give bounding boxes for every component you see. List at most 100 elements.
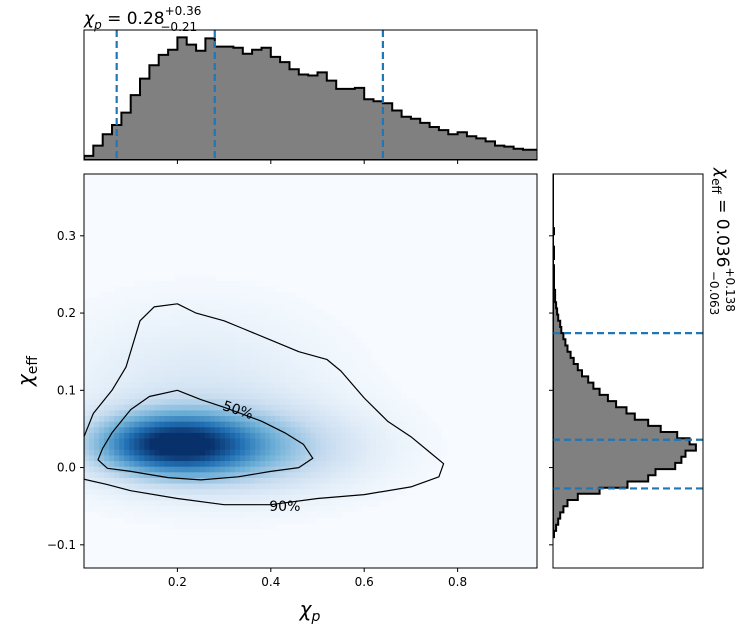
heatmap-cell bbox=[149, 483, 156, 490]
heatmap-cell bbox=[124, 303, 130, 310]
heatmap-cell bbox=[426, 432, 432, 440]
heatmap-cell bbox=[421, 449, 427, 457]
heatmap-cell bbox=[310, 477, 317, 485]
heatmap-cell bbox=[250, 309, 256, 316]
heatmap-cell bbox=[169, 365, 176, 372]
heatmap-cell bbox=[365, 432, 372, 440]
heatmap-cell bbox=[99, 483, 105, 490]
heatmap-cell bbox=[320, 455, 327, 462]
heatmap-cell bbox=[219, 309, 226, 316]
heatmap-cell bbox=[310, 483, 317, 490]
heatmap-cell bbox=[109, 489, 115, 496]
heatmap-cell bbox=[280, 342, 286, 350]
heatmap-cell bbox=[164, 438, 171, 445]
heatmap-cell bbox=[229, 280, 236, 288]
heatmap-cell bbox=[330, 348, 337, 355]
heatmap-cell bbox=[290, 466, 296, 473]
heatmap-cell bbox=[280, 506, 286, 513]
heatmap-cell bbox=[235, 506, 241, 513]
heatmap-cell bbox=[84, 337, 90, 344]
heatmap-cell bbox=[199, 500, 206, 507]
heatmap-cell bbox=[370, 421, 377, 428]
heatmap-cell bbox=[330, 455, 337, 462]
heatmap-cell bbox=[129, 489, 135, 496]
heatmap-cell bbox=[219, 494, 226, 502]
heatmap-cell bbox=[375, 444, 382, 451]
heatmap-cell bbox=[84, 432, 90, 440]
heatmap-cell bbox=[174, 522, 181, 530]
heatmap-cell bbox=[295, 314, 302, 321]
heatmap-cell bbox=[345, 500, 352, 507]
heatmap-cell bbox=[159, 500, 166, 507]
heatmap-cell bbox=[189, 427, 196, 434]
heatmap-cell bbox=[154, 455, 161, 462]
heatmap-cell bbox=[214, 410, 221, 417]
heatmap-cell bbox=[119, 320, 125, 327]
heatmap-cell bbox=[365, 376, 372, 383]
heatmap-cell bbox=[275, 416, 281, 423]
heatmap-cell bbox=[235, 455, 241, 462]
heatmap-cell bbox=[139, 292, 145, 299]
heatmap-cell bbox=[380, 376, 387, 383]
heatmap-cell bbox=[310, 511, 317, 518]
heatmap-cell bbox=[330, 320, 337, 327]
heatmap-cell bbox=[134, 393, 140, 400]
heatmap-cell bbox=[290, 376, 296, 383]
heatmap-cell bbox=[134, 410, 140, 417]
heatmap-cell bbox=[129, 511, 135, 518]
heatmap-cell bbox=[426, 421, 432, 428]
heatmap-cell bbox=[159, 410, 166, 417]
heatmap-cell bbox=[330, 404, 337, 411]
heatmap-cell bbox=[386, 466, 392, 473]
heatmap-cell bbox=[380, 382, 387, 389]
heatmap-cell bbox=[265, 342, 271, 350]
heatmap-cell bbox=[305, 365, 312, 372]
heatmap-cell bbox=[441, 449, 447, 457]
heatmap-cell bbox=[114, 342, 120, 350]
heatmap-cell bbox=[219, 371, 226, 378]
heatmap-cell bbox=[255, 348, 261, 355]
heatmap-cell bbox=[154, 382, 161, 389]
heatmap-cell bbox=[124, 387, 130, 395]
heatmap-cell bbox=[255, 393, 261, 400]
heatmap-cell bbox=[129, 461, 135, 468]
heatmap-cell bbox=[345, 342, 352, 350]
heatmap-cell bbox=[401, 483, 407, 490]
heatmap-cell bbox=[204, 511, 211, 518]
heatmap-cell bbox=[94, 382, 100, 389]
heatmap-cell bbox=[174, 506, 181, 513]
right-marginal-frame bbox=[552, 173, 704, 569]
heatmap-cell bbox=[209, 382, 216, 389]
heatmap-cell bbox=[199, 348, 206, 355]
heatmap-cell bbox=[255, 421, 261, 428]
heatmap-cell bbox=[345, 494, 352, 502]
heatmap-cell bbox=[209, 365, 216, 372]
heatmap-cell bbox=[149, 292, 156, 299]
heatmap-cell bbox=[330, 483, 337, 490]
heatmap-cell bbox=[189, 354, 196, 361]
heatmap-cell bbox=[255, 320, 261, 327]
heatmap-cell bbox=[335, 432, 342, 440]
heatmap-cell bbox=[84, 416, 90, 423]
heatmap-cell bbox=[265, 477, 271, 485]
heatmap-cell bbox=[240, 376, 246, 383]
heatmap-cell bbox=[209, 297, 216, 305]
heatmap-cell bbox=[300, 444, 307, 451]
heatmap-cell bbox=[94, 331, 100, 338]
heatmap-cell bbox=[245, 342, 251, 350]
heatmap-cell bbox=[396, 472, 402, 479]
heatmap-cell bbox=[355, 500, 362, 507]
heatmap-cell bbox=[134, 387, 140, 395]
heatmap-cell bbox=[164, 303, 171, 310]
heatmap-cell bbox=[199, 506, 206, 513]
heatmap-cell bbox=[134, 500, 140, 507]
heatmap-cell bbox=[179, 444, 186, 451]
heatmap-cell bbox=[375, 494, 382, 502]
heatmap-cell bbox=[189, 314, 196, 321]
heatmap-cell bbox=[229, 489, 236, 496]
heatmap-cell bbox=[330, 382, 337, 389]
heatmap-cell bbox=[235, 314, 241, 321]
heatmap-cell bbox=[245, 466, 251, 473]
heatmap-cell bbox=[214, 325, 221, 333]
heatmap-cell bbox=[199, 292, 206, 299]
